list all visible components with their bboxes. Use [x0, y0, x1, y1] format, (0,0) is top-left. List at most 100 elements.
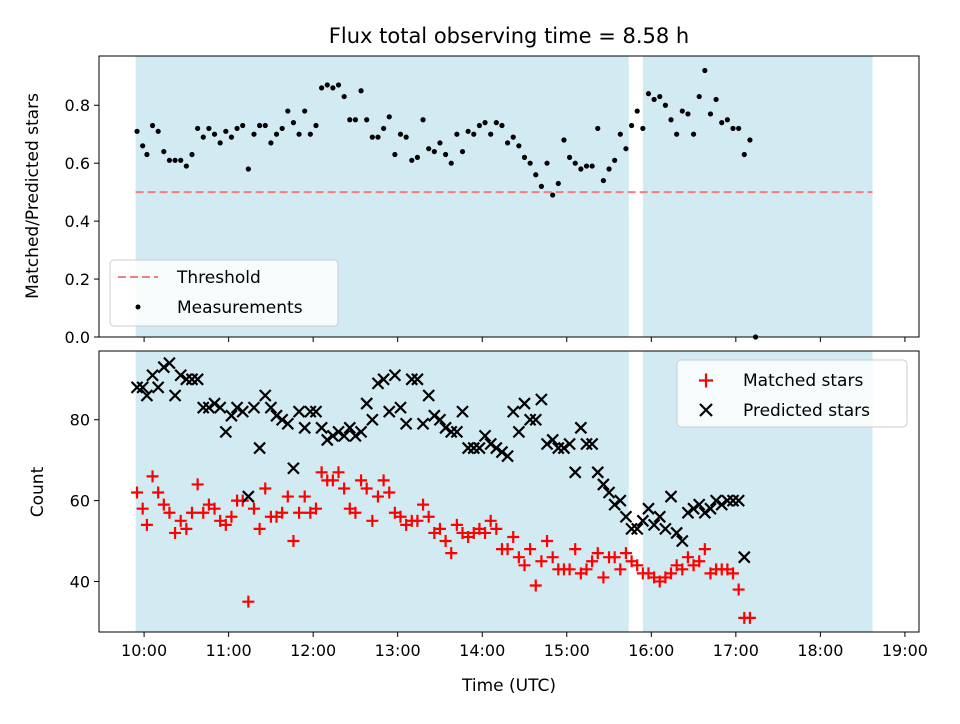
top-y-axis-label: Matched/Predicted stars: [23, 93, 43, 299]
measurement-point: [347, 117, 353, 123]
predicted-stars-point: [371, 377, 385, 390]
matched-stars-legend-swatch: [699, 373, 713, 388]
measurement-point: [724, 117, 730, 123]
matched-stars-point: [287, 535, 300, 548]
top-legend-frame: [109, 259, 339, 327]
predicted-stars-point: [450, 425, 464, 439]
predicted-stars-point: [230, 401, 244, 414]
measurement-point: [273, 131, 280, 137]
matched-stars-point: [208, 502, 221, 515]
measurement-point: [290, 120, 297, 126]
measurement-point: [223, 128, 229, 134]
measurement-point: [217, 140, 223, 146]
matched-stars-point: [185, 506, 198, 519]
matched-stars-point: [608, 551, 621, 564]
predicted-stars-point: [253, 441, 266, 455]
matched-stars-point: [349, 506, 362, 519]
matched-stars-point: [580, 563, 593, 576]
measurement-point: [409, 157, 415, 163]
measurement-point: [386, 114, 392, 120]
measurement-point: [578, 166, 584, 172]
predicted-stars-point: [518, 397, 531, 410]
matched-stars-point: [676, 563, 689, 576]
measurement-point: [617, 131, 623, 137]
predicted-stars-point: [473, 441, 486, 455]
predicted-stars-point: [738, 550, 751, 564]
predicted-stars-point: [529, 413, 543, 427]
matched-stars-point: [569, 543, 582, 556]
predicted-stars-point: [461, 441, 475, 455]
predicted-stars-point: [219, 425, 233, 439]
predicted-stars-point: [151, 381, 165, 394]
measurement-point: [561, 137, 567, 143]
measurement-point: [707, 111, 714, 117]
predicted-stars-point: [602, 486, 616, 499]
measurement-point: [662, 102, 668, 108]
measurement-point: [657, 93, 663, 100]
predicted-stars-point: [540, 437, 554, 451]
measurement-point: [668, 117, 674, 123]
bottom-y-axis-label: Count: [28, 466, 48, 517]
measurement-point: [302, 108, 308, 114]
measurement-point: [550, 192, 556, 198]
measurement-point: [211, 131, 218, 137]
predicted-stars-point: [287, 461, 300, 475]
predicted-stars-point: [275, 413, 289, 427]
measurement-point: [268, 140, 274, 146]
matched-stars-point: [131, 486, 144, 499]
matched-stars-point: [535, 555, 548, 568]
matched-stars-point: [450, 518, 463, 531]
matched-stars-point: [619, 547, 632, 560]
measurement-point: [488, 131, 494, 137]
measurement-point: [493, 120, 499, 126]
x-tick-label: 19:00: [882, 641, 928, 660]
measurement-point: [510, 134, 516, 140]
matched-stars-point: [366, 514, 379, 527]
measurement-point: [149, 122, 156, 129]
measurement-point: [144, 151, 150, 158]
matched-stars-point: [417, 498, 430, 511]
matched-stars-point: [242, 595, 255, 608]
measurement-point: [482, 120, 488, 126]
predicted-stars-point: [630, 522, 644, 536]
predicted-stars-point: [433, 413, 447, 427]
measurement-point: [747, 137, 753, 143]
measurement-point: [324, 82, 330, 88]
measurement-point: [257, 122, 263, 129]
predicted-stars-point: [647, 518, 661, 532]
matched-stars-point: [479, 526, 492, 539]
measurements-legend-swatch: [135, 304, 141, 310]
predicted-stars-point: [535, 393, 548, 406]
measurement-point: [719, 120, 725, 126]
predicted-stars-point: [146, 368, 159, 382]
predicted-stars-point: [681, 506, 695, 520]
matched-stars-legend-label: Matched stars: [743, 371, 863, 391]
measurement-point: [397, 131, 404, 137]
measurement-point: [696, 93, 702, 100]
measurement-point: [330, 85, 336, 91]
matched-stars-point: [563, 563, 576, 576]
matched-stars-point: [422, 510, 435, 523]
y-tick-label: 80: [70, 411, 90, 430]
matched-stars-point: [371, 490, 384, 503]
predicted-stars-point: [670, 526, 683, 540]
x-axis-label: Time (UTC): [461, 676, 556, 696]
measurement-point: [544, 160, 550, 166]
measurement-point: [606, 166, 612, 172]
bottom-legend-frame: [676, 359, 908, 428]
predicted-stars-point: [399, 417, 413, 431]
matched-stars-point: [507, 530, 520, 543]
predicted-stars-point: [360, 397, 373, 410]
matched-stars-point: [586, 555, 599, 568]
measurement-point: [465, 128, 471, 134]
matched-stars-point: [727, 567, 740, 580]
measurement-point: [702, 67, 708, 74]
predicted-stars-point: [332, 425, 345, 439]
predicted-stars-legend-swatch: [699, 403, 713, 417]
measurement-point: [313, 122, 319, 129]
measurement-point: [521, 154, 528, 160]
matched-stars-point: [315, 466, 328, 479]
plot-frame: [98, 350, 920, 633]
predicted-stars-point: [636, 514, 650, 528]
predicted-stars-point: [585, 437, 599, 451]
